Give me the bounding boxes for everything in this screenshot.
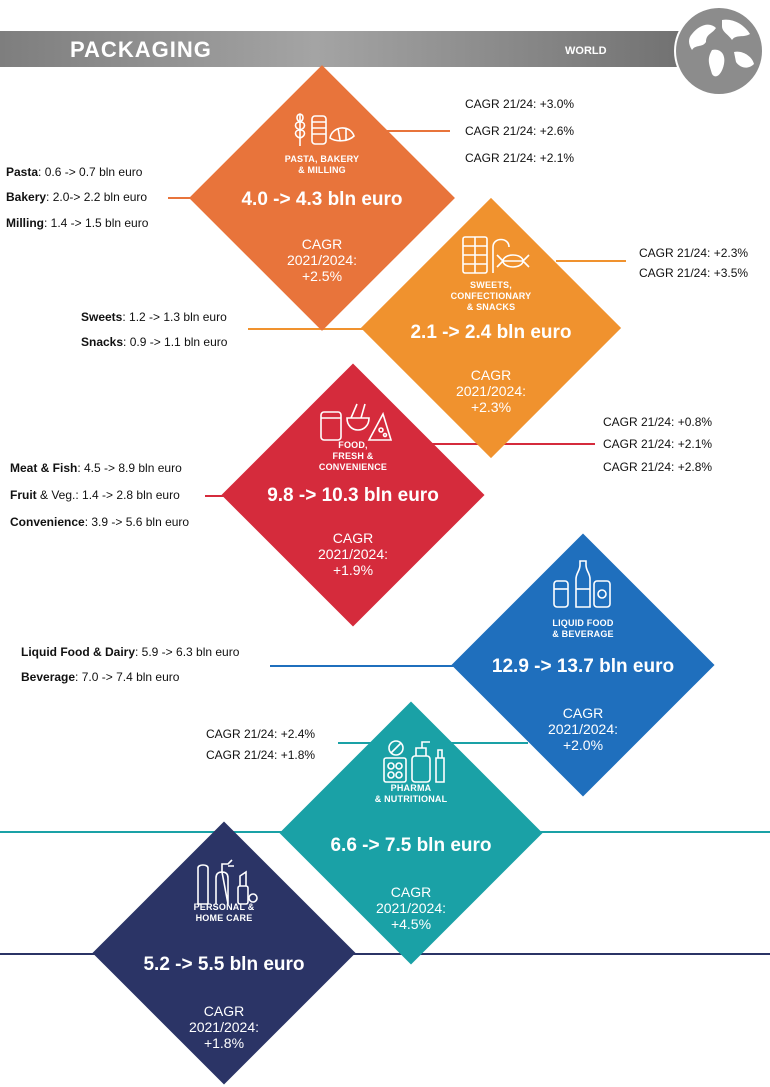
- nutritional-cagr-note: CAGR 21/24: +1.8%: [206, 748, 316, 762]
- food-connector: [420, 443, 595, 445]
- category-line: CONFECTIONARY: [450, 291, 532, 301]
- category-line: PERSONAL &: [193, 902, 255, 912]
- category-line: SWEETS,: [470, 280, 512, 290]
- food-category-label: FOOD, FRESH & CONVENIENCE: [298, 440, 408, 473]
- food-total: 9.8 -> 10.3 bln euro: [267, 485, 439, 506]
- sweets-category-label: SWEETS, CONFECTIONARY & SNACKS: [436, 280, 546, 313]
- pasta-category-label: PASTA, BAKERY & MILLING: [266, 154, 378, 176]
- region-label: WORLD: [565, 45, 607, 57]
- sweets-cagr: CAGR 2021/2024: +2.3%: [431, 367, 551, 415]
- pharma-cagr-note: CAGR 21/24: +2.4%: [206, 727, 316, 741]
- category-line: CONVENIENCE: [318, 462, 388, 472]
- milling-detail: Milling: 1.4 -> 1.5 bln euro: [6, 216, 149, 230]
- meat-fish-detail: Meat & Fish: 4.5 -> 8.9 bln euro: [10, 461, 182, 475]
- cagr-line: CAGR: [390, 884, 432, 900]
- sweets-total: 2.1 -> 2.4 bln euro: [410, 322, 572, 343]
- pasta-cagr-note: CAGR 21/24: +3.0%: [465, 97, 575, 111]
- liquid-connector: [270, 665, 470, 667]
- pasta-detail: Pasta: 0.6 -> 0.7 bln euro: [6, 165, 143, 179]
- category-line: & BEVERAGE: [552, 629, 614, 639]
- cagr-line: 2021/2024:: [286, 252, 358, 268]
- beverage-detail: Beverage: 7.0 -> 7.4 bln euro: [21, 670, 180, 684]
- bottle-can-icon: [553, 560, 611, 608]
- personal-total: 5.2 -> 5.5 bln euro: [143, 954, 305, 975]
- liquid-total: 12.9 -> 13.7 bln euro: [491, 656, 675, 677]
- sweets-connector: [556, 260, 626, 262]
- liquid-dairy-detail: Liquid Food & Dairy: 5.9 -> 6.3 bln euro: [21, 645, 240, 659]
- pills-bottle-vial-icon: [383, 740, 445, 783]
- cagr-line: 2021/2024:: [375, 900, 447, 916]
- fruit-veg-detail: Fruit & Veg.: 1.4 -> 2.8 bln euro: [10, 488, 180, 502]
- sweets-cagr-note: CAGR 21/24: +2.3%: [639, 246, 749, 260]
- pharma-cagr: CAGR 2021/2024: +4.5%: [351, 884, 471, 932]
- food-cagr: CAGR 2021/2024: +1.9%: [293, 530, 413, 578]
- category-line: & NUTRITIONAL: [374, 794, 448, 804]
- meat-fish-cagr-note: CAGR 21/24: +0.8%: [603, 415, 713, 429]
- cagr-line: 2021/2024:: [317, 546, 389, 562]
- wheat-pasta-croissant-icon: [294, 113, 355, 146]
- cagr-line: CAGR: [301, 236, 343, 252]
- category-line: HOME CARE: [195, 913, 253, 923]
- personal-category-label: PERSONAL & HOME CARE: [169, 902, 279, 924]
- divider-line: [0, 953, 770, 955]
- convenience-detail: Convenience: 3.9 -> 5.6 bln euro: [10, 515, 190, 529]
- snacks-cagr-note: CAGR 21/24: +3.5%: [639, 266, 749, 280]
- cagr-line: +2.0%: [562, 737, 604, 753]
- cagr-line: CAGR: [203, 1003, 245, 1019]
- sweets-detail: Sweets: 1.2 -> 1.3 bln euro: [81, 310, 227, 324]
- pharma-category-label: PHARMA & NUTRITIONAL: [356, 783, 466, 805]
- header-bar: [0, 31, 700, 67]
- pharma-total: 6.6 -> 7.5 bln euro: [330, 835, 492, 856]
- cagr-line: +2.3%: [470, 399, 512, 415]
- liquid-category-label: LIQUID FOOD & BEVERAGE: [528, 618, 638, 640]
- page-title: PACKAGING: [70, 37, 212, 62]
- jar-noodles-pizza-icon: [320, 403, 393, 441]
- personal-cagr: CAGR 2021/2024: +1.8%: [164, 1003, 284, 1051]
- category-line: LIQUID FOOD: [552, 618, 614, 628]
- fruit-veg-cagr-note: CAGR 21/24: +2.1%: [603, 437, 713, 451]
- globe-icon: [674, 6, 764, 96]
- category-line: PHARMA: [390, 783, 432, 793]
- cagr-line: +1.8%: [203, 1035, 245, 1051]
- cagr-line: +2.5%: [301, 268, 343, 284]
- cagr-line: 2021/2024:: [547, 721, 619, 737]
- cagr-line: CAGR: [332, 530, 374, 546]
- category-line: PASTA, BAKERY: [284, 154, 360, 164]
- bakery-cagr-note: CAGR 21/24: +2.6%: [465, 124, 575, 138]
- cagr-line: CAGR: [470, 367, 512, 383]
- cagr-line: +1.9%: [332, 562, 374, 578]
- cagr-line: 2021/2024:: [188, 1019, 260, 1035]
- pasta-connector: [387, 130, 450, 132]
- convenience-cagr-note: CAGR 21/24: +2.8%: [603, 460, 713, 474]
- chocolate-candy-icon: [462, 236, 530, 274]
- category-line: FOOD,: [338, 440, 368, 450]
- milling-cagr-note: CAGR 21/24: +2.1%: [465, 151, 575, 165]
- spray-bottle-cosmetics-icon: [197, 859, 258, 905]
- pasta-cagr: CAGR 2021/2024: +2.5%: [262, 236, 382, 284]
- liquid-cagr: CAGR 2021/2024: +2.0%: [523, 705, 643, 753]
- snacks-detail: Snacks: 0.9 -> 1.1 bln euro: [81, 335, 228, 349]
- category-line: & SNACKS: [466, 302, 516, 312]
- cagr-line: 2021/2024:: [455, 383, 527, 399]
- cagr-line: CAGR: [562, 705, 604, 721]
- cagr-line: +4.5%: [390, 916, 432, 932]
- bakery-detail: Bakery: 2.0-> 2.2 bln euro: [6, 190, 148, 204]
- category-line: FRESH &: [332, 451, 374, 461]
- pasta-total: 4.0 -> 4.3 bln euro: [241, 189, 403, 210]
- category-line: & MILLING: [298, 165, 346, 175]
